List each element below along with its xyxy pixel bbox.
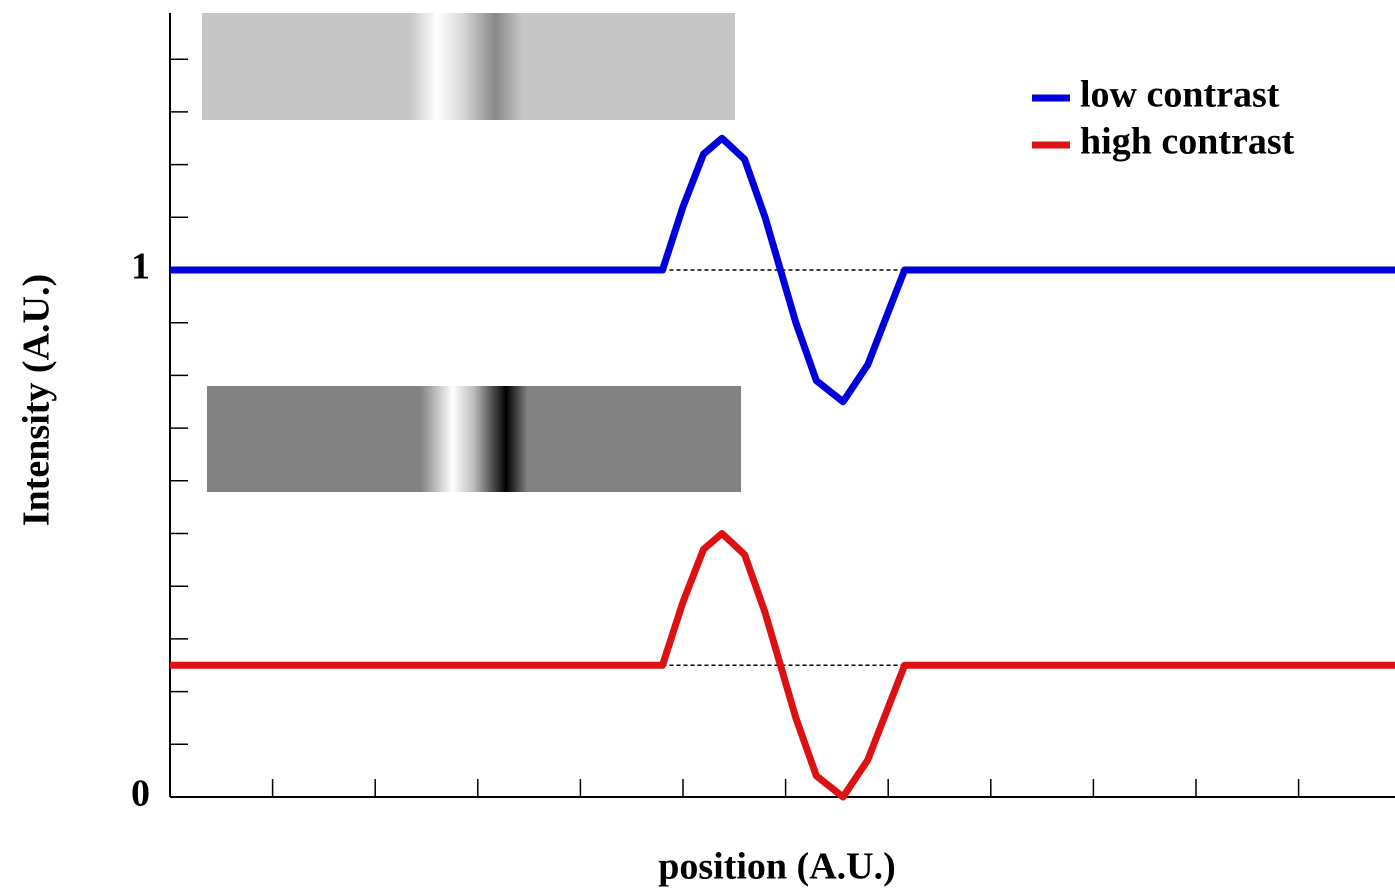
chart: position (A.U.) Intensity (A.U.) 0 1 low c…	[0, 0, 1395, 896]
data-line	[170, 534, 1395, 798]
legend-label: high contrast	[1080, 121, 1295, 163]
x-axis-label: position (A.U.)	[658, 846, 896, 888]
legend-label: low contrast	[1080, 74, 1280, 116]
y-tick-label: 0	[131, 773, 150, 815]
y-tick-label: 1	[131, 246, 150, 288]
low-contrast-image	[202, 13, 735, 120]
high-contrast-image	[207, 386, 741, 492]
y-axis-label: Intensity (A.U.)	[16, 274, 58, 526]
data-line	[170, 138, 1395, 402]
